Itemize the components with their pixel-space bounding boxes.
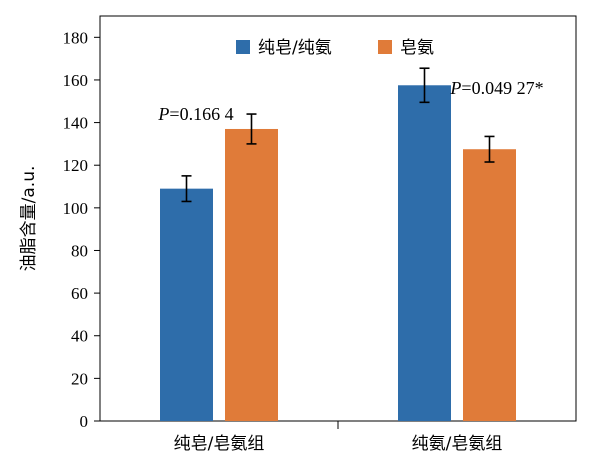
x-category-label: 纯皂/皂氨组: [174, 434, 265, 454]
annotations: P=0.166 4 P=0.049 27*: [157, 78, 543, 124]
bars: [160, 85, 516, 422]
error-bars: [181, 67, 495, 203]
x-categories: 纯皂/皂氨组 纯氨/皂氨组: [174, 434, 503, 454]
legend: 纯皂/纯氨 皂氨: [236, 38, 434, 58]
p-value-annotation: P=0.166 4: [157, 104, 233, 124]
y-tick-label: 0: [80, 412, 89, 431]
bar: [398, 85, 451, 422]
y-tick-label: 160: [63, 71, 89, 90]
y-tick-label: 20: [71, 369, 88, 388]
y-tick-label: 140: [63, 114, 89, 133]
y-tick-label: 100: [63, 199, 89, 218]
legend-label: 皂氨: [400, 38, 434, 58]
bar: [463, 149, 516, 421]
y-tick-label: 60: [71, 284, 88, 303]
bar: [160, 188, 213, 421]
y-tick-label: 40: [71, 327, 88, 346]
legend-swatch: [378, 40, 392, 54]
y-axis-label: 油脂含量/a.u.: [19, 166, 39, 272]
y-tick-label: 120: [63, 156, 89, 175]
bar: [225, 128, 278, 421]
axes: [99, 15, 577, 429]
x-category-label: 纯氨/皂氨组: [412, 434, 503, 454]
legend-label: 纯皂/纯氨: [258, 38, 332, 58]
y-tick-label: 180: [63, 28, 89, 47]
y-ticks: 0 20 40 60 80 100 120 140 160 180: [63, 28, 100, 431]
legend-swatch: [236, 40, 250, 54]
y-tick-label: 80: [71, 241, 88, 260]
p-value-annotation: P=0.049 27*: [449, 78, 543, 98]
